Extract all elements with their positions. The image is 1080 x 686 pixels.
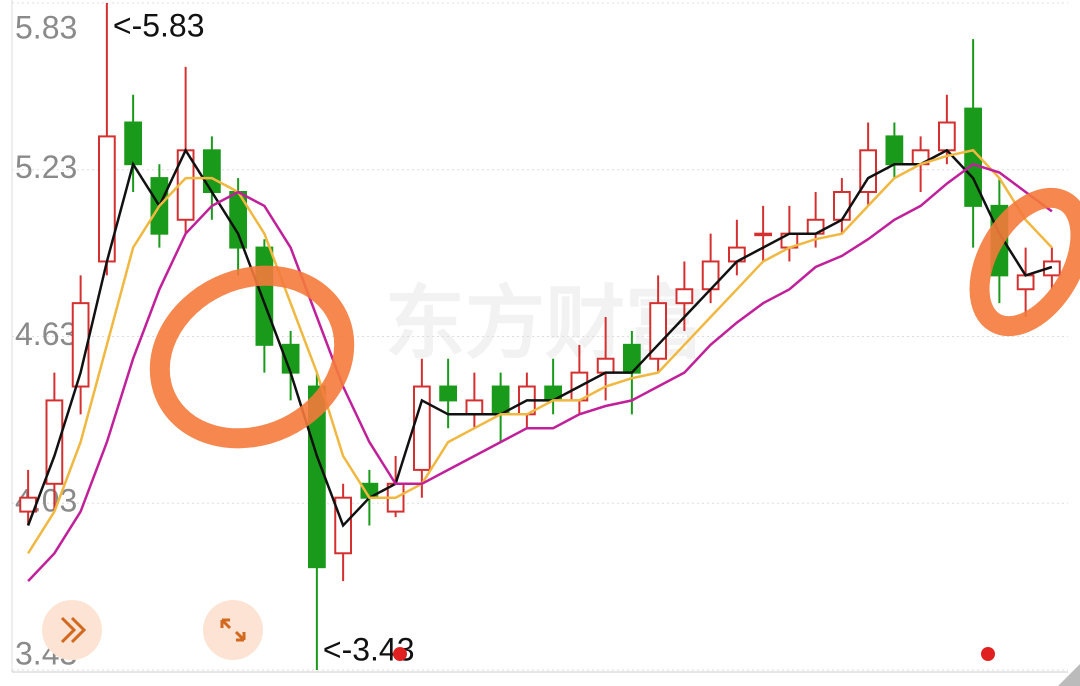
icon [60,616,87,644]
indicator-dot [393,647,407,661]
candle-body [596,357,615,374]
candle-body [1016,274,1035,291]
candle-body [885,135,904,166]
corner [1058,664,1080,686]
moving-average [26,147,1053,528]
candle-body [439,385,457,402]
candle-body [203,149,221,193]
y-tick-label: 5.83 [15,9,77,45]
candle-body [833,190,851,221]
highlight-circle [149,265,355,449]
highlight-circle [969,187,1080,337]
candle-body [71,302,90,388]
icon [220,618,246,642]
moving-average [27,162,1053,582]
candle-body [675,288,694,305]
indicator-dot [981,647,995,661]
candle-body [938,121,956,152]
candle-body [465,399,484,416]
candle-body [754,232,772,237]
max-label: <-5.83 [113,7,205,43]
candle-body [124,121,142,166]
y-tick-label: 4.63 [15,316,77,352]
candle-body [649,302,667,360]
fullscreen-button[interactable] [203,600,263,660]
candle-body [255,246,274,346]
moving-average [27,148,1053,554]
candle-body [859,149,877,193]
overlay [42,187,1080,686]
y-tick-label: 5.23 [15,149,77,185]
